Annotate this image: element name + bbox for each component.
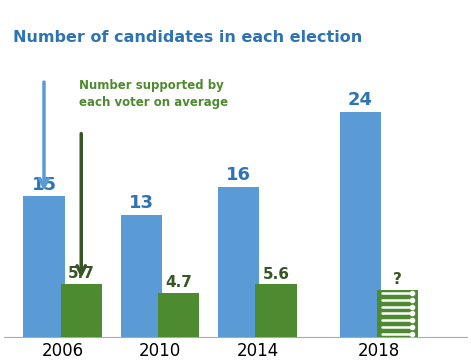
Bar: [158, 293, 199, 337]
Bar: [121, 215, 162, 337]
Bar: [340, 112, 381, 337]
Text: 13: 13: [129, 194, 154, 212]
Bar: [23, 197, 65, 337]
Text: 4.7: 4.7: [165, 275, 192, 290]
Text: ?: ?: [393, 272, 402, 287]
Text: Number of candidates in each election: Number of candidates in each election: [13, 29, 363, 45]
Bar: [377, 290, 419, 337]
Bar: [218, 187, 260, 337]
Text: 16: 16: [226, 166, 252, 184]
Text: 24: 24: [348, 91, 373, 109]
Bar: [61, 284, 102, 337]
Bar: [255, 285, 297, 337]
Text: 15: 15: [32, 175, 57, 194]
Text: 5.6: 5.6: [262, 267, 290, 282]
Text: Number supported by
each voter on average: Number supported by each voter on averag…: [79, 79, 228, 109]
Text: 5.7: 5.7: [68, 266, 95, 281]
